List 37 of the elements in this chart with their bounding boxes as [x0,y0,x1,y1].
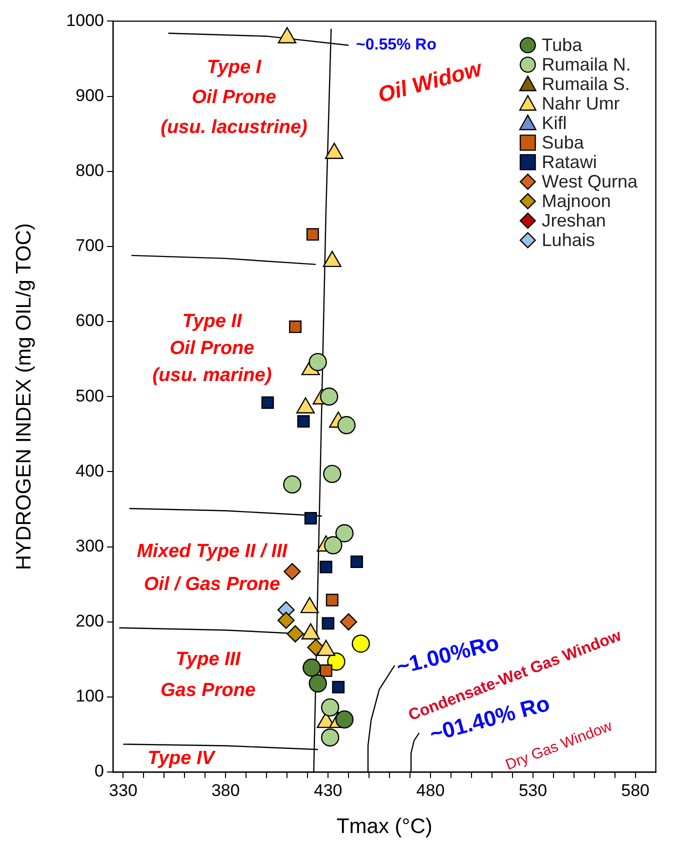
y-tick-label: 200 [76,612,104,631]
legend-label: Rumaila N. [542,54,631,75]
legend-label: Kifl [542,113,567,134]
x-tick-label: 530 [518,780,548,800]
legend-label: Luhais [542,230,595,250]
annotation: Oil Widow [375,55,486,108]
y-tick-label: 300 [76,536,104,556]
y-tick-label: 500 [76,386,104,406]
annotation: Type III Gas Prone [160,649,256,702]
annotation: Type I Oil Prone (usu. lacustrine) [160,57,308,138]
legend-label: West Qurna [542,172,638,192]
annotation: Type IV [148,748,216,770]
y-axis-title: HYDROGEN INDEX (mg OIL/g TOC) [12,223,36,570]
x-tick-label: 380 [211,780,240,800]
y-tick-label: 900 [76,86,104,105]
x-tick-label: 580 [621,780,650,800]
y-tick-label: 600 [76,311,104,330]
legend-label: Jreshan [542,210,606,231]
y-tick-label: 100 [76,686,104,706]
legend-label: Rumaila S. [542,74,630,94]
legend-label: Suba [542,132,585,153]
y-tick-label: 1000 [66,10,104,30]
x-tick-label: 430 [314,780,342,800]
y-tick-label: 700 [76,236,104,256]
annotation: ~0.55% Ro [356,36,437,54]
y-tick-label: 800 [76,161,104,180]
y-tick-label: 0 [94,762,104,781]
legend-label: Nahr Umr [542,94,620,114]
x-tick-label: 480 [416,780,445,800]
y-tick-label: 400 [76,461,104,480]
legend-label: Majnoon [542,191,611,212]
legend-label: Tuba [542,35,584,56]
x-tick-label: 330 [109,780,138,800]
annotation: Mixed Type II / III Oil / Gas Prone [136,541,288,596]
x-axis-title: Tmax (°C) [336,815,432,838]
legend-label: Ratawi [542,152,597,172]
annotation: Type II Oil Prone (usu. marine) [152,311,272,386]
